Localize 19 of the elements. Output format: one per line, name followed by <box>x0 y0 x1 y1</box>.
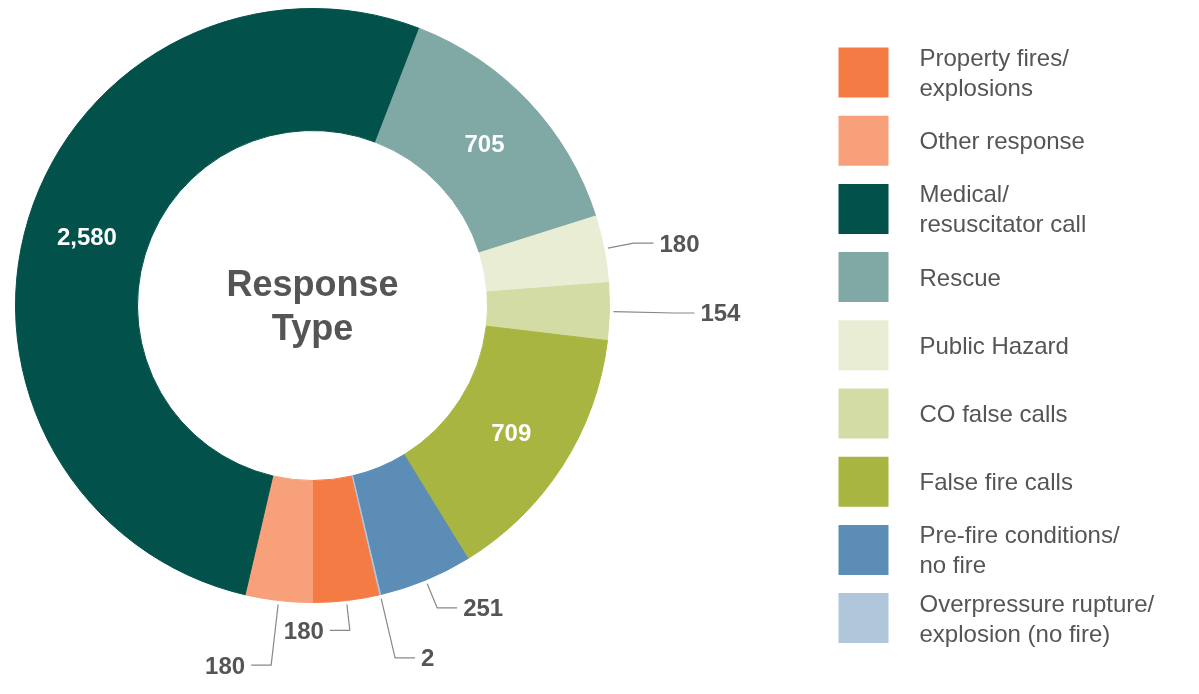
data-label: 154 <box>700 299 742 327</box>
data-label: 705 <box>464 130 505 158</box>
data-label: 180 <box>659 229 700 257</box>
legend-label: Pre-fire conditions/ no fire <box>919 521 1120 579</box>
data-label: 180 <box>283 616 324 644</box>
data-label: 180 <box>205 651 246 679</box>
text: Response Type <box>226 263 399 348</box>
data-label: 709 <box>491 419 532 447</box>
legend-label: False fire calls <box>919 468 1073 496</box>
data-label: 2,580 <box>56 222 117 250</box>
legend-label: Other response <box>919 127 1085 155</box>
legend-label: Property fires/ explosions <box>919 44 1070 101</box>
legend-label: Overpressure rupture/ explosion (no fire) <box>919 589 1155 647</box>
data-label: 251 <box>463 594 504 622</box>
legend-label: CO false calls <box>919 400 1068 427</box>
data-label: 2 <box>421 644 435 672</box>
legend-label: Public Hazard <box>919 331 1069 359</box>
legend-label: Medical/ resuscitator call <box>919 180 1087 238</box>
legend-label: Rescue <box>919 263 1001 291</box>
